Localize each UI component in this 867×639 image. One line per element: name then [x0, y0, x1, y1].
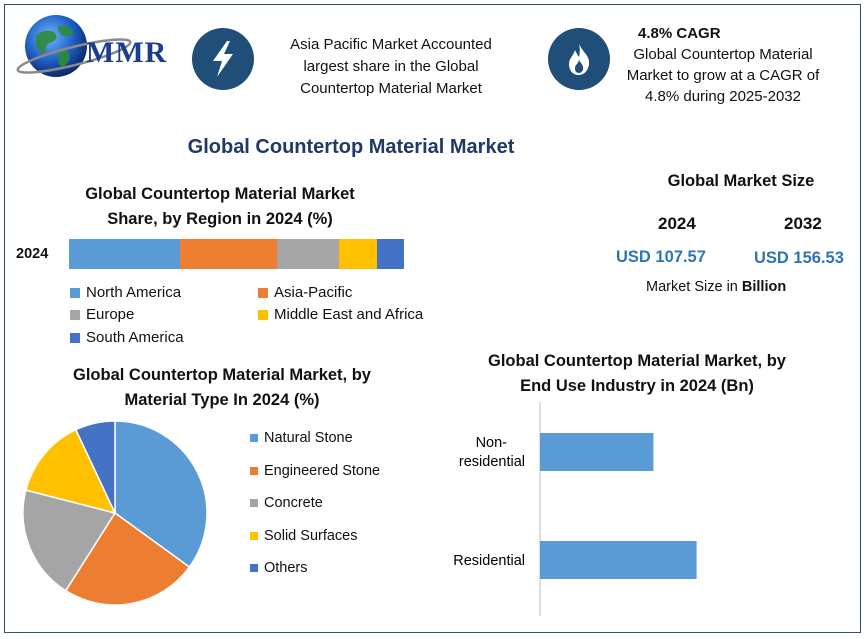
legend-label: Concrete: [264, 495, 323, 511]
legend-label: Engineered Stone: [264, 462, 381, 479]
legend-label: Solid Surfaces: [264, 527, 358, 544]
legend-swatch: [250, 499, 258, 507]
region-bar-segment-middle-east-and-africa: [338, 239, 378, 269]
material-title-line1: Global Countertop Material Market, by: [73, 366, 371, 384]
market-size-title: Global Market Size: [667, 172, 815, 190]
value-2024: USD 107.57: [616, 248, 706, 266]
enduse-chart-title: Global Countertop Material Market, by En…: [452, 349, 822, 399]
cagr-text: Global Countertop Material Market to gro…: [626, 46, 820, 105]
asia-pacific-note: Asia Pacific Market Accounted largest sh…: [290, 36, 492, 97]
cagr-block: 4.8% CAGR Global Countertop Material Mar…: [612, 24, 834, 107]
legend-label: Europe: [86, 306, 135, 323]
enduse-title-line1: Global Countertop Material Market, by: [488, 352, 786, 370]
legend-swatch: [250, 531, 258, 540]
material-legend-item: Natural Stone: [250, 430, 353, 446]
enduse-category-label: Non-: [476, 435, 508, 451]
legend-swatch: [70, 332, 80, 343]
pie-slice-concrete: [22, 489, 117, 592]
legend-swatch: [258, 287, 268, 298]
enduse-bar-non-residential: [540, 433, 654, 471]
legend-swatch: [250, 434, 258, 442]
material-legend-item: Engineered Stone: [250, 463, 380, 479]
region-chart-title: Global Countertop Material Market Share,…: [20, 182, 420, 232]
region-legend-item: North America: [70, 284, 181, 301]
pie-slice-others: [74, 420, 116, 514]
pie-slice-engineered-stone: [64, 511, 191, 606]
legend-label: North America: [86, 284, 182, 301]
region-title-line1: Global Countertop Material Market: [85, 185, 355, 203]
region-bar-segment-asia-pacific: [179, 239, 277, 269]
material-title-line2: Material Type In 2024 (%): [124, 391, 320, 409]
legend-swatch: [70, 309, 80, 320]
pie-slice-natural-stone: [114, 420, 208, 569]
region-bar-segment-north-america: [69, 239, 180, 269]
region-stacked-bar: [69, 239, 404, 269]
legend-swatch: [250, 466, 258, 475]
enduse-title-line2: End Use Industry in 2024 (Bn): [520, 377, 754, 395]
year-2024: 2024: [658, 214, 696, 233]
pie-slice-solid-surfaces: [24, 428, 117, 515]
flame-icon: [569, 43, 590, 75]
legend-swatch: [258, 309, 268, 320]
material-legend-item: Solid Surfaces: [250, 528, 358, 544]
legend-swatch: [250, 564, 258, 572]
legend-label: Middle East and Africa: [274, 306, 424, 323]
enduse-category-label: Residential: [453, 553, 525, 569]
enduse-bar-chart: Non-residential Residential: [453, 402, 697, 616]
page-title: Global Countertop Material Market: [187, 136, 515, 158]
region-legend-item: Asia-Pacific: [258, 284, 352, 301]
material-chart-title: Global Countertop Material Market, by Ma…: [22, 363, 422, 413]
region-bar-category: 2024: [16, 246, 49, 262]
region-legend-item: Europe: [70, 306, 134, 323]
enduse-bar-residential: [540, 541, 697, 579]
enduse-category-label: residential: [459, 454, 525, 470]
material-pie-chart: [22, 420, 208, 606]
legend-label: Others: [264, 560, 308, 576]
unit-bold: Billion: [741, 279, 787, 295]
region-bar-segment-south-america: [377, 239, 404, 269]
material-legend-item: Others: [250, 560, 308, 576]
unit-prefix: Market Size in: [646, 279, 742, 295]
mmr-logo: [16, 15, 132, 77]
flame-badge: [548, 28, 610, 90]
region-legend: North America Asia-Pacific Europe Middle Ea…: [70, 284, 450, 352]
value-2032: USD 156.53: [754, 249, 844, 267]
year-2032: 2032: [784, 214, 822, 233]
legend-swatch: [70, 287, 80, 298]
material-legend-item: Concrete: [250, 495, 323, 511]
market-size-unit: Market Size in Billion: [646, 279, 786, 295]
legend-label: Natural Stone: [264, 430, 353, 446]
legend-label: South America: [86, 329, 184, 346]
region-legend-item: Middle East and Africa: [258, 306, 423, 323]
legend-label: Asia-Pacific: [274, 284, 353, 301]
region-legend-item: South America: [70, 329, 184, 346]
lightning-badge: [192, 28, 254, 90]
region-title-line2: Share, by Region in 2024 (%): [107, 210, 333, 228]
region-bar-segment-europe: [276, 239, 339, 269]
page-frame: [4, 4, 861, 633]
cagr-title: 4.8% CAGR: [638, 25, 721, 42]
logo-text: MMR: [86, 36, 168, 69]
lightning-icon: [213, 41, 233, 77]
